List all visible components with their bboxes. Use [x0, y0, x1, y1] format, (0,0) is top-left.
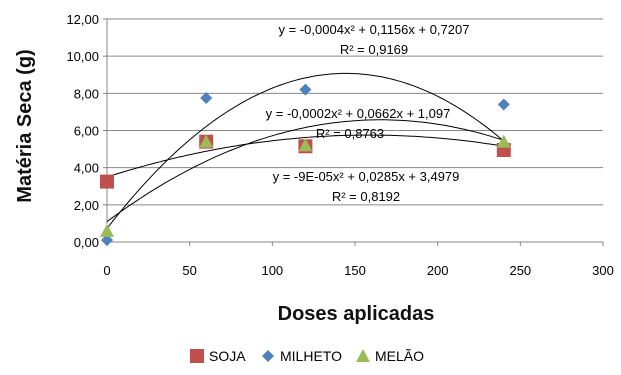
legend-marker-soja — [190, 349, 204, 363]
data-points — [100, 83, 511, 247]
point-melão — [496, 134, 511, 148]
y-tick-label: 6,00 — [74, 124, 99, 139]
equation-soja: y = -9E-05x² + 0,0285x + 3,4979 — [273, 169, 460, 184]
trendline-milheto — [106, 72, 505, 229]
legend-label-milheto: MILHETO — [280, 348, 342, 364]
y-axis-title: Matéria Seca (g) — [14, 49, 36, 202]
r2-soja: R² = 0,8192 — [332, 189, 400, 204]
r2-melao: R² = 0,8763 — [316, 126, 384, 141]
legend-label-melão: MELÃO — [375, 348, 424, 364]
legend-marker-milheto — [262, 350, 274, 362]
point-melão — [298, 138, 313, 152]
legend-marker-melão — [356, 349, 370, 362]
point-milheto — [200, 91, 213, 104]
x-axis-title: Doses aplicadas — [278, 303, 435, 325]
axis-ticks: 0,00 2,00 4,00 6,00 8,00 10,00 12,00 0 50 100 150 2… — [66, 12, 613, 278]
point-milheto — [299, 83, 312, 96]
point-melão — [100, 223, 114, 237]
legend: SOJA MILHETO MELÃO — [190, 348, 424, 364]
y-tick-label: 0,00 — [74, 235, 99, 250]
y-tick-label: 2,00 — [74, 198, 99, 213]
trendline-melão — [106, 119, 504, 223]
x-tick-label: 300 — [592, 263, 614, 278]
point-soja — [100, 174, 114, 189]
x-tick-label: 200 — [427, 263, 449, 278]
y-tick-label: 8,00 — [74, 86, 99, 101]
x-tick-label: 250 — [509, 263, 531, 278]
y-tick-label: 10,00 — [66, 49, 99, 64]
x-tick-label: 100 — [261, 263, 283, 278]
trendline-soja — [106, 134, 504, 178]
x-tick-label: 150 — [344, 263, 366, 278]
x-tick-label: 0 — [103, 263, 110, 278]
y-tick-label: 12,00 — [66, 12, 99, 27]
point-milheto — [497, 98, 510, 111]
trendlines — [106, 72, 505, 229]
legend-label-soja: SOJA — [209, 348, 246, 364]
y-tick-label: 4,00 — [74, 161, 99, 176]
equation-milheto: y = -0,0004x² + 0,1156x + 0,7207 — [279, 22, 470, 37]
r2-milheto: R² = 0,9169 — [340, 42, 408, 57]
point-melão — [199, 134, 214, 148]
gridlines — [107, 18, 603, 206]
x-tick-label: 50 — [182, 263, 196, 278]
point-milheto — [101, 234, 113, 247]
equation-melao: y = -0,0002x² + 0,0662x + 1,097 — [266, 106, 451, 121]
